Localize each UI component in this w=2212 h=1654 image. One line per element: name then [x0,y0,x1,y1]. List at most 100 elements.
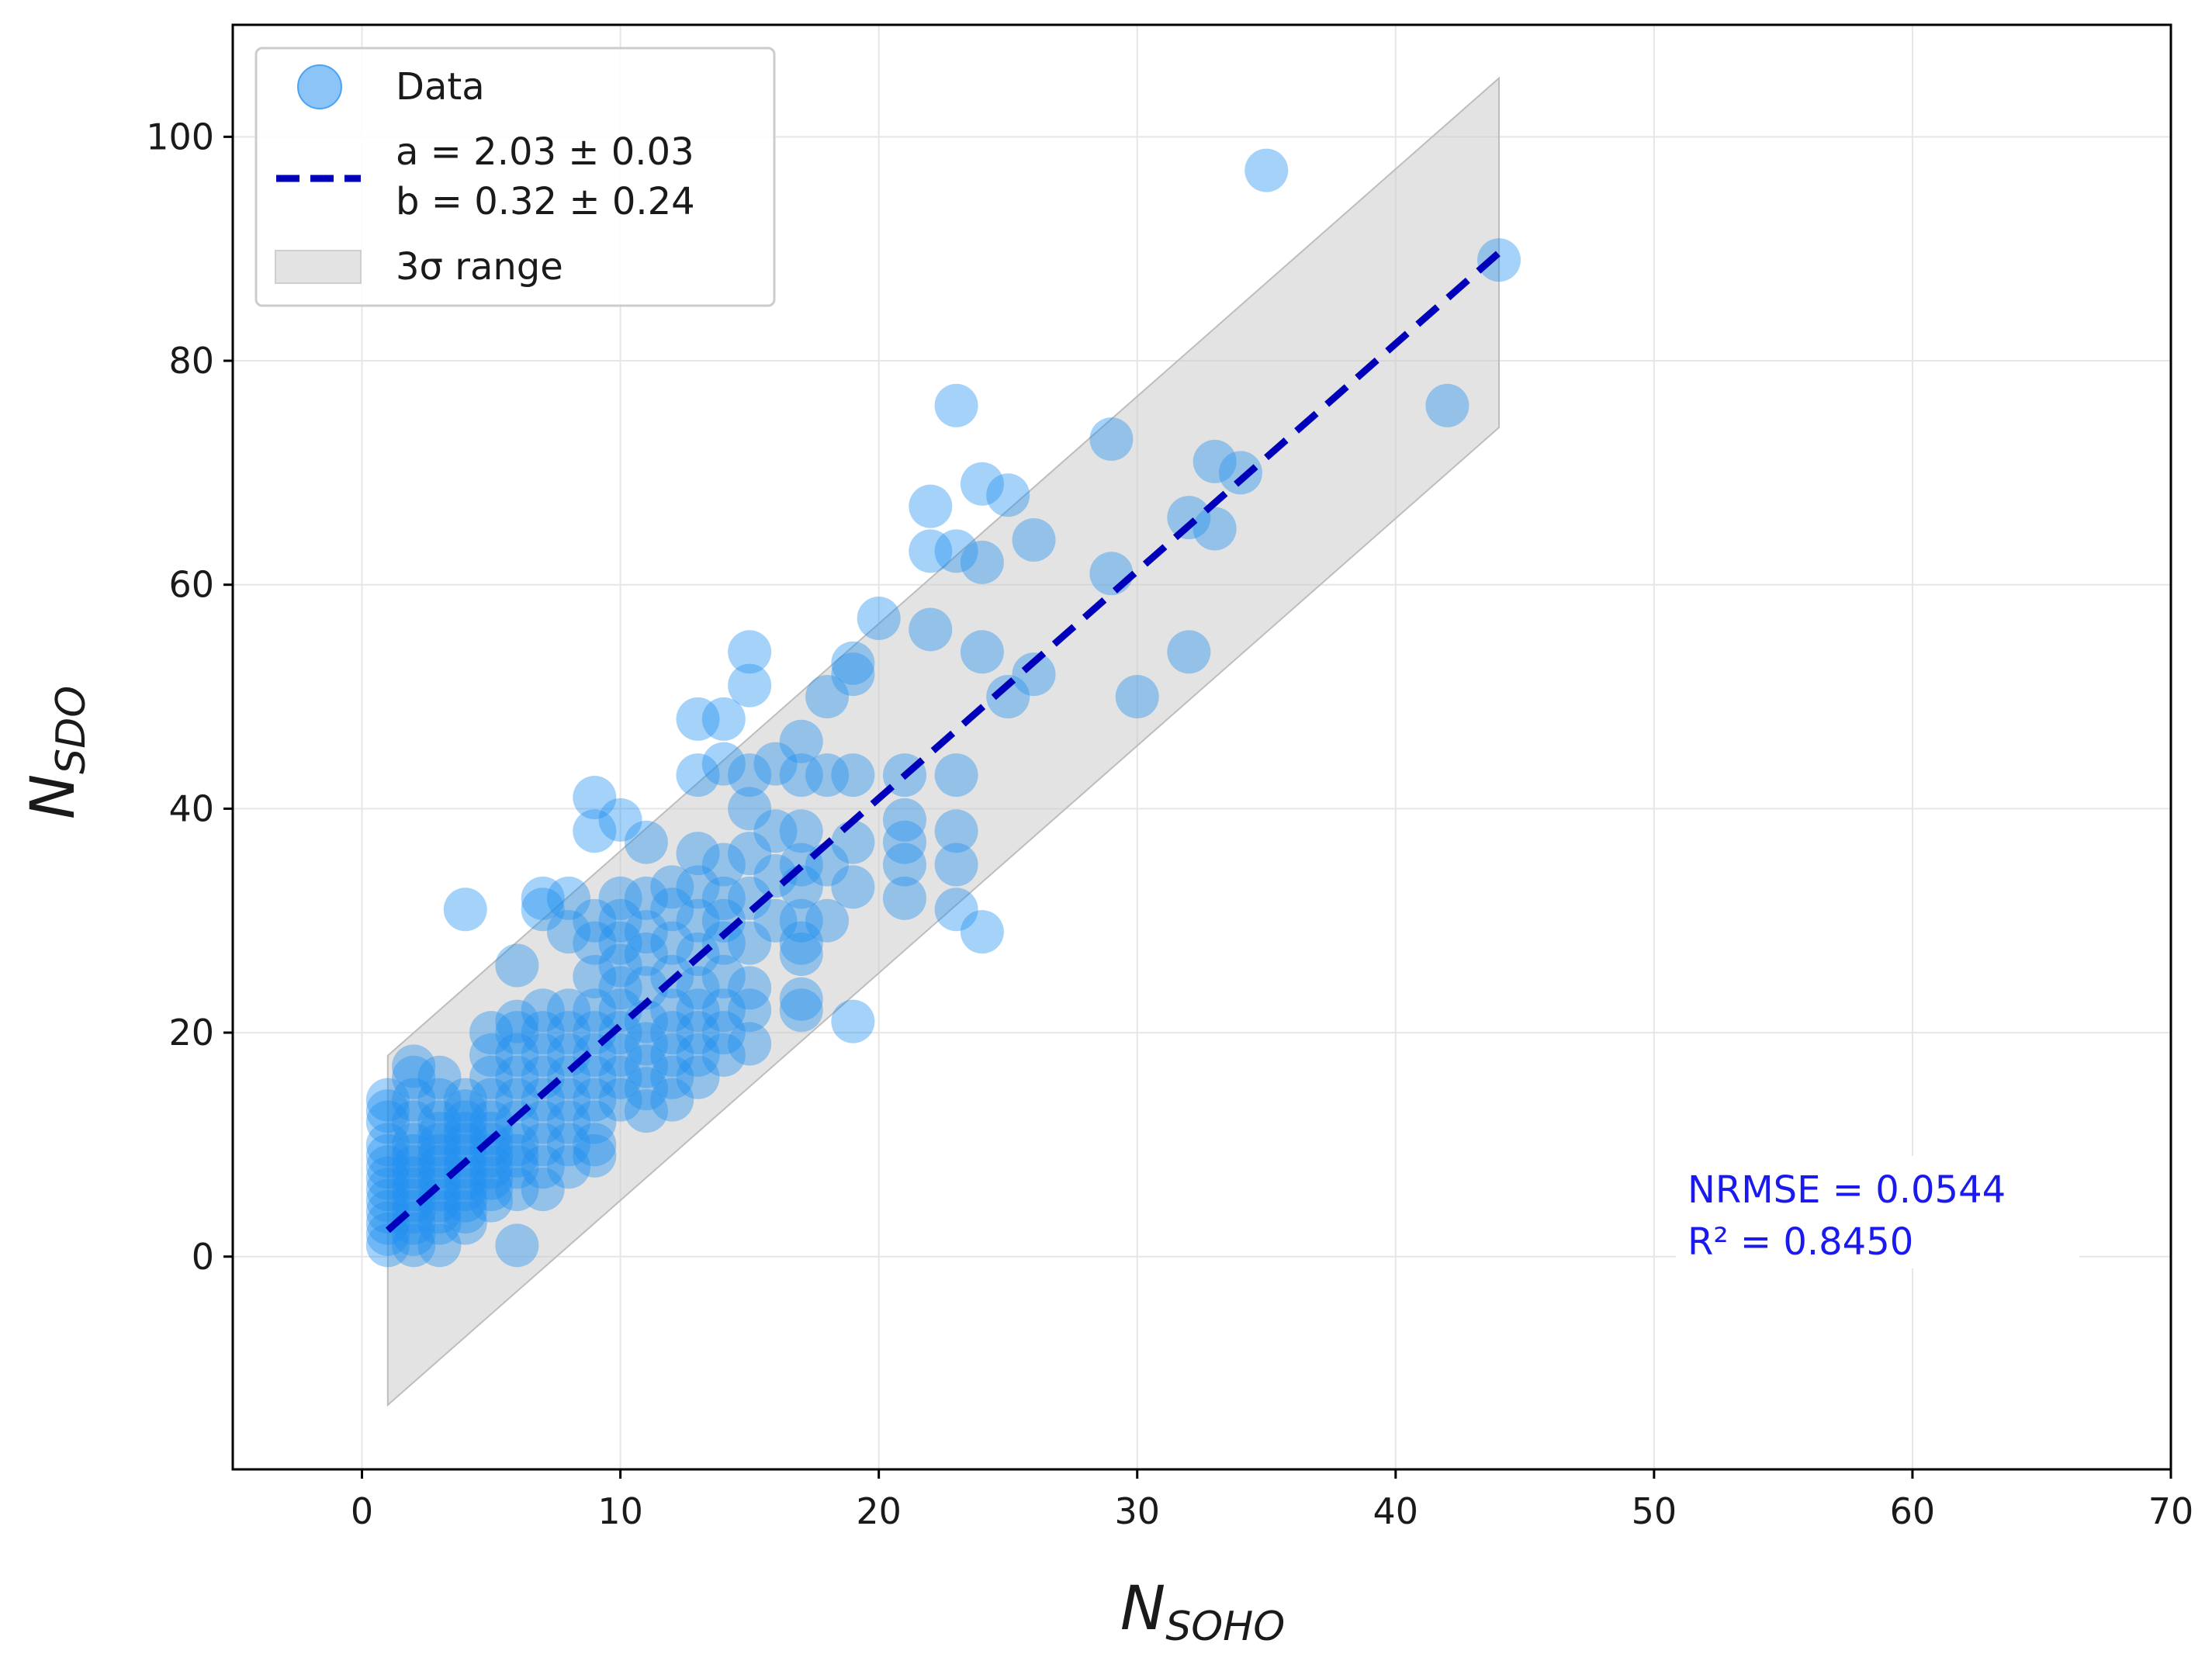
data-point [417,1123,462,1167]
data-point [392,1212,436,1256]
data-point [650,1078,694,1122]
data-point [443,1190,487,1234]
data-point [573,988,617,1033]
data-point [521,1168,565,1212]
data-point [676,753,720,798]
data-point [392,1078,436,1122]
data-point [469,1100,514,1144]
data-point [598,1011,642,1055]
data-point [831,753,875,798]
x-tick-label: 10 [597,1490,643,1532]
y-tick-label: 0 [192,1236,214,1278]
data-point [676,697,720,741]
data-point [701,988,746,1033]
data-point [909,484,953,528]
data-point [573,1123,617,1167]
data-point [469,1168,514,1212]
data-point [469,1055,514,1099]
data-point [469,1078,514,1122]
data-point [650,1011,694,1055]
data-point [728,988,772,1033]
data-point [392,1123,436,1167]
data-point [753,742,798,786]
data-point [365,1145,410,1189]
data-point [495,999,539,1043]
data-point [676,865,720,909]
x-axis-ticks: 0 10 20 30 40 50 60 70 [351,1469,2193,1532]
data-point [469,1123,514,1167]
data-point [392,1201,436,1245]
data-point [443,1145,487,1189]
data-point [546,1011,590,1055]
data-point [443,1168,487,1212]
data-point [443,888,487,932]
data-point [624,933,668,977]
data-point [417,1156,462,1200]
data-point [365,1168,410,1212]
data-point [1193,507,1237,551]
data-point [779,933,823,977]
data-point [573,1133,617,1178]
data-point [546,1100,590,1144]
data-point [495,1133,539,1178]
data-point [546,1055,590,1099]
data-point [728,753,772,798]
data-point [934,529,978,573]
data-point [701,1011,746,1055]
data-point [701,898,746,943]
data-point [779,809,823,853]
data-point [546,1123,590,1167]
data-point [986,675,1030,719]
x-tick-label: 40 [1373,1490,1419,1532]
data-point [598,1055,642,1099]
data-point [728,663,772,708]
data-point [676,966,720,1010]
data-point [598,988,642,1033]
data-point [728,966,772,1010]
plot-frame [231,23,2172,1471]
data-point [676,988,720,1033]
data-point [392,1100,436,1144]
data-point [650,921,694,965]
data-point [598,921,642,965]
data-point [909,529,953,573]
data-point [1012,517,1056,562]
data-point [753,898,798,943]
data-point [417,1223,462,1268]
data-point [598,1078,642,1122]
data-point [573,921,617,965]
data-point [598,876,642,920]
data-point [365,1133,410,1178]
data-point [624,1022,668,1066]
data-point [624,1067,668,1111]
data-point [909,607,953,652]
data-point [960,910,1004,954]
data-point [443,1100,487,1144]
x-tick-label: 50 [1632,1490,1677,1532]
data-point [495,1168,539,1212]
data-point [701,1033,746,1077]
legend-box [254,47,776,307]
data-point [417,1078,462,1122]
data-point [960,540,1004,584]
data-point [546,876,590,920]
data-point [831,999,875,1043]
data-point [392,1044,436,1088]
data-point [573,1033,617,1077]
data-point [573,1055,617,1099]
data-point [417,1190,462,1234]
data-point [365,1178,410,1223]
data-point [624,820,668,864]
data-point [598,943,642,988]
data-point [960,462,1004,506]
data-point [598,898,642,943]
data-point [495,1223,539,1268]
data-point [831,641,875,685]
data-point [650,1033,694,1077]
legend-data-marker [297,64,342,109]
y-axis-title: NSDO [19,686,95,819]
y-axis-ticks: 0 20 40 60 80 100 [146,116,233,1278]
x-tick-label: 70 [2148,1490,2194,1532]
data-point [728,630,772,674]
data-point [573,954,617,998]
